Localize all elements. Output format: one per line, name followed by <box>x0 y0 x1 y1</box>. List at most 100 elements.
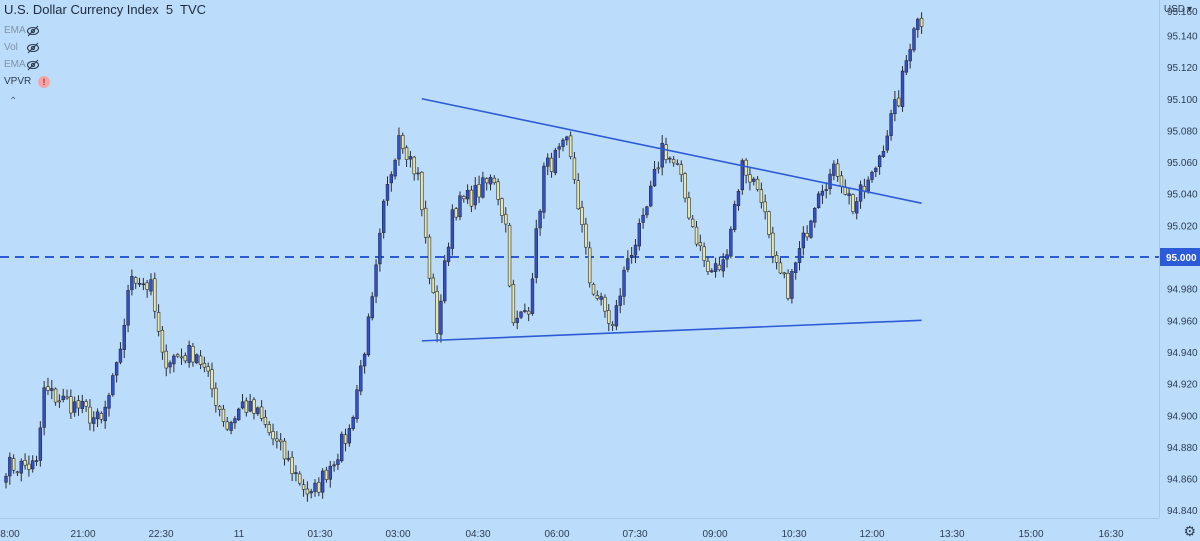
candle <box>53 387 58 406</box>
candle-body <box>496 181 500 200</box>
candle-body <box>126 290 130 326</box>
chart-legend: U.S. Dollar Currency Index 5 TVC EMA Vol… <box>4 2 206 90</box>
candle <box>76 395 81 416</box>
candle-body <box>801 232 806 249</box>
price-tick-label: 95.060 <box>1167 158 1198 169</box>
candle-body <box>748 174 752 183</box>
candle-body <box>65 396 69 399</box>
indicator-ema-1[interactable]: EMA <box>4 22 206 39</box>
candle <box>137 277 142 287</box>
candle-body <box>19 460 23 474</box>
candle <box>626 250 630 273</box>
candle-body <box>435 291 439 334</box>
candle <box>27 455 31 477</box>
price-tick-label: 94.920 <box>1167 380 1198 391</box>
candle <box>778 257 783 275</box>
candle-body <box>324 469 329 480</box>
candle-body <box>710 270 714 273</box>
candle-body <box>698 242 703 247</box>
candle <box>370 292 374 321</box>
candle <box>275 431 279 449</box>
candle-body <box>42 387 46 428</box>
candle-body <box>145 282 149 291</box>
candle-body <box>309 491 313 494</box>
collapse-legend-icon[interactable]: ⌃ <box>9 96 18 107</box>
eye-off-icon[interactable] <box>26 42 40 54</box>
candle <box>454 207 458 221</box>
time-tick-label: 22:30 <box>148 529 173 540</box>
candle-body <box>164 350 168 369</box>
candle-body <box>828 173 832 190</box>
gear-icon[interactable]: ⚙ <box>1183 523 1196 539</box>
candle <box>500 197 504 223</box>
candle-body <box>347 428 352 444</box>
candle <box>866 176 870 194</box>
candle <box>614 299 619 331</box>
candle <box>649 180 653 208</box>
candle-body <box>172 355 176 365</box>
candle-body <box>500 198 504 216</box>
candle <box>668 156 672 164</box>
trendlines[interactable] <box>421 97 922 342</box>
time-axis[interactable]: 8:00 21:00 22:30 11 01:30 03:00 04:30 06:00 07:3… <box>0 518 1159 541</box>
indicator-vol[interactable]: Vol <box>4 39 206 56</box>
candle-body <box>84 401 88 407</box>
level-price-label: 95.000 <box>1166 253 1197 264</box>
candle-body <box>27 463 31 470</box>
candle-body <box>599 296 603 300</box>
candle-body <box>362 353 367 367</box>
candle <box>786 269 790 301</box>
candle-body <box>523 310 527 312</box>
candle <box>481 171 485 199</box>
candle <box>473 177 477 210</box>
candle-body <box>374 264 378 297</box>
candle-body <box>622 269 626 297</box>
candle-body <box>95 411 100 420</box>
candle <box>671 156 676 167</box>
candle <box>160 326 165 360</box>
candle <box>641 208 645 229</box>
candle <box>423 200 428 244</box>
candle-body <box>412 156 416 175</box>
candle <box>771 226 775 264</box>
eye-off-icon[interactable] <box>26 25 40 37</box>
candle <box>580 200 584 233</box>
candle <box>217 404 222 417</box>
candle <box>679 160 683 182</box>
warning-icon[interactable]: ! <box>38 75 50 88</box>
candle <box>271 423 275 446</box>
candle <box>645 205 649 219</box>
candle-body <box>69 396 73 414</box>
candle <box>107 392 111 417</box>
time-tick-label: 01:30 <box>307 529 332 540</box>
candle <box>546 153 550 176</box>
time-tick-label: 12:00 <box>859 529 884 540</box>
candle <box>397 127 401 166</box>
candle <box>530 272 535 316</box>
candle <box>229 420 233 435</box>
candle-body <box>198 355 203 365</box>
price-axis[interactable]: 95.140 95.120 95.100 95.080 95.060 95.040 95.0… <box>1159 0 1200 541</box>
currency-selector[interactable]: USD ▾ <box>1164 4 1192 15</box>
symbol-title[interactable]: U.S. Dollar Currency Index 5 TVC <box>4 2 207 17</box>
candle-body <box>816 193 821 209</box>
candle <box>576 173 580 210</box>
candle-body <box>549 157 554 172</box>
candle-body <box>679 164 683 175</box>
candle <box>744 158 748 184</box>
indicator-vpvr[interactable]: VPVR ! <box>4 73 206 90</box>
candle <box>450 204 455 256</box>
candle <box>11 454 16 474</box>
candle <box>496 178 500 206</box>
eye-off-icon[interactable] <box>26 59 40 71</box>
candle-body <box>614 305 619 327</box>
candle-body <box>336 459 340 465</box>
indicator-ema-2[interactable]: EMA <box>4 56 206 73</box>
candle-body <box>423 207 428 238</box>
candle-body <box>99 413 104 420</box>
candle <box>84 399 88 412</box>
candle <box>828 168 832 195</box>
candle <box>114 361 119 383</box>
candle-body <box>443 260 447 302</box>
